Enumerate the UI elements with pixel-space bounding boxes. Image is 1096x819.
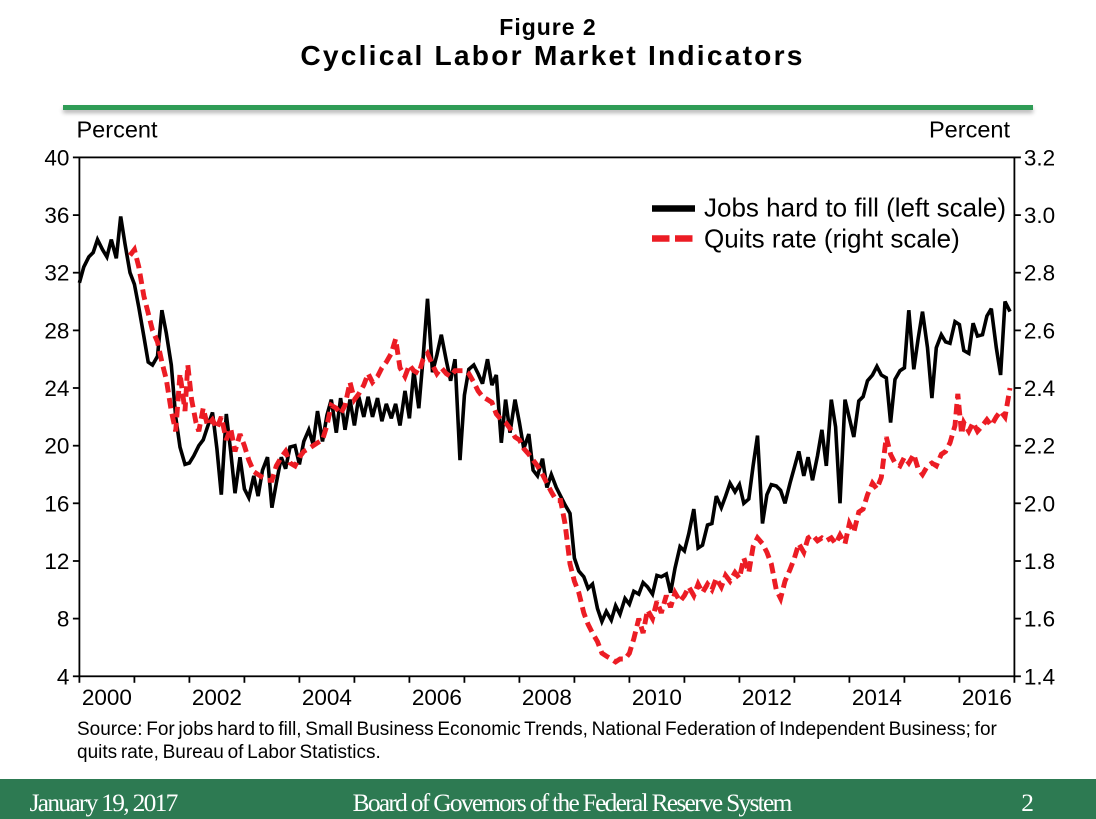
- svg-text:8: 8: [57, 607, 70, 632]
- svg-text:Percent: Percent: [929, 117, 1010, 143]
- svg-text:2012: 2012: [742, 685, 792, 710]
- svg-text:1.4: 1.4: [1024, 664, 1055, 689]
- svg-text:28: 28: [44, 318, 69, 343]
- svg-text:2.8: 2.8: [1024, 261, 1055, 286]
- svg-text:2.2: 2.2: [1024, 434, 1055, 459]
- svg-text:2004: 2004: [302, 685, 352, 710]
- svg-text:40: 40: [44, 145, 69, 170]
- svg-text:36: 36: [44, 203, 69, 228]
- svg-text:2.6: 2.6: [1024, 318, 1055, 343]
- svg-text:3.0: 3.0: [1024, 203, 1055, 228]
- svg-text:Percent: Percent: [77, 117, 158, 143]
- svg-text:2008: 2008: [522, 685, 572, 710]
- svg-text:2.0: 2.0: [1024, 491, 1055, 516]
- svg-text:4: 4: [57, 664, 70, 689]
- svg-text:20: 20: [44, 434, 69, 459]
- svg-text:2016: 2016: [962, 685, 1012, 710]
- svg-text:24: 24: [44, 376, 69, 401]
- svg-text:2000: 2000: [82, 685, 132, 710]
- svg-text:Quits rate (right scale): Quits rate (right scale): [704, 223, 960, 253]
- svg-text:12: 12: [44, 549, 69, 574]
- svg-text:2006: 2006: [412, 685, 462, 710]
- svg-text:2002: 2002: [192, 685, 242, 710]
- svg-text:2.4: 2.4: [1024, 376, 1055, 401]
- svg-text:1.6: 1.6: [1024, 607, 1055, 632]
- svg-text:32: 32: [44, 261, 69, 286]
- svg-text:16: 16: [44, 491, 69, 516]
- svg-text:2014: 2014: [852, 685, 902, 710]
- svg-text:3.2: 3.2: [1024, 145, 1055, 170]
- svg-text:Jobs hard to fill (left scale): Jobs hard to fill (left scale): [704, 193, 1006, 223]
- svg-text:2010: 2010: [632, 685, 682, 710]
- svg-text:1.8: 1.8: [1024, 549, 1055, 574]
